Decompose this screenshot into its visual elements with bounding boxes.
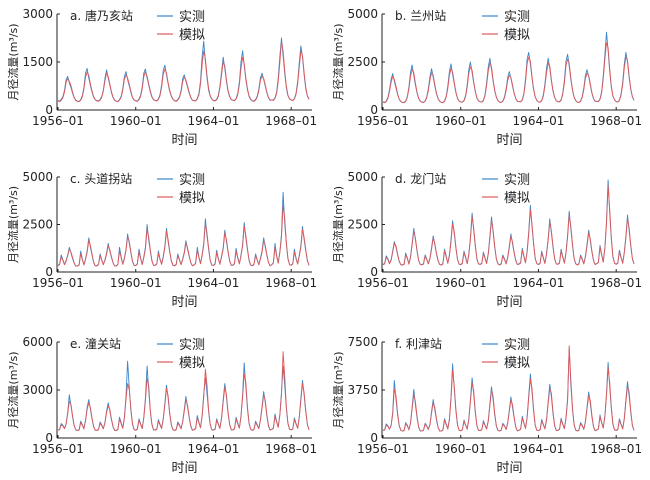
chart-panel-4: 0 3000 6000 1956–01 1960–01 1964–01 1968–01 时间 月… [6, 335, 317, 476]
x-tick-label: 1960–01 [435, 114, 487, 128]
y-tick-label: 7500 [347, 335, 378, 349]
x-axis-label: 时间 [171, 461, 197, 476]
y-tick-label: 5000 [22, 170, 53, 184]
series-line-simulated [382, 185, 635, 266]
y-tick-label: 6000 [22, 335, 53, 349]
series-line-simulated [382, 42, 635, 104]
y-tick-label: 0 [370, 103, 378, 117]
x-axis-label: 时间 [171, 133, 197, 148]
y-tick-label: 5000 [347, 170, 378, 184]
x-tick-label: 1956–01 [357, 442, 409, 456]
y-axis-label: 月径流量(m³/s) [6, 351, 20, 428]
y-tick-label: 3000 [22, 7, 53, 21]
chart-panel-5: 0 3750 7500 1956–01 1960–01 1964–01 1968–01 时间 月… [331, 335, 642, 476]
chart-panel-2: 0 2500 5000 1956–01 1960–01 1964–01 1968–01 时间 月… [6, 170, 317, 310]
x-tick-label: 1960–01 [110, 276, 162, 290]
y-tick-label: 0 [370, 265, 378, 279]
legend-label: 模拟 [179, 191, 205, 206]
x-tick-label: 1956–01 [357, 276, 409, 290]
x-tick-label: 1960–01 [435, 442, 487, 456]
x-tick-label: 1968–01 [265, 442, 317, 456]
series-line-observed [57, 360, 310, 431]
y-axis-label: 月径流量(m³/s) [331, 186, 345, 263]
legend-label: 模拟 [504, 356, 530, 371]
x-tick-label: 1964–01 [513, 442, 565, 456]
legend-label: 实测 [179, 173, 205, 188]
x-tick-label: 1968–01 [590, 114, 642, 128]
x-axis-label: 时间 [171, 295, 197, 310]
y-tick-label: 0 [45, 265, 53, 279]
panel-label: f. 利津站 [395, 337, 442, 351]
series-line-observed [57, 37, 310, 102]
y-axis-label: 月径流量(m³/s) [331, 351, 345, 428]
x-tick-label: 1964–01 [513, 114, 565, 128]
y-tick-label: 2500 [347, 218, 378, 232]
legend-label: 模拟 [504, 28, 530, 43]
panel-label: b. 兰州站 [395, 9, 446, 23]
y-tick-label: 0 [370, 431, 378, 445]
legend-label: 实测 [504, 10, 530, 25]
y-tick-label: 0 [45, 431, 53, 445]
x-tick-label: 1968–01 [265, 114, 317, 128]
y-axis-label: 月径流量(m³/s) [6, 186, 20, 263]
x-tick-label: 1964–01 [188, 442, 240, 456]
chart-panel-0: 0 1500 3000 1956–01 1960–01 1964–01 1968–01 时间 月… [6, 7, 317, 148]
series-line-simulated [57, 351, 310, 432]
y-tick-label: 3000 [22, 383, 53, 397]
x-tick-label: 1968–01 [590, 276, 642, 290]
panel-label: e. 潼关站 [70, 336, 121, 351]
x-tick-label: 1960–01 [110, 114, 162, 128]
panel-label: a. 唐乃亥站 [70, 8, 133, 23]
y-tick-label: 5000 [347, 7, 378, 21]
legend-label: 模拟 [179, 356, 205, 371]
x-tick-label: 1956–01 [32, 114, 84, 128]
y-axis-label: 月径流量(m³/s) [331, 23, 345, 100]
series-line-simulated [382, 345, 635, 432]
x-tick-label: 1956–01 [357, 114, 409, 128]
y-tick-label: 3750 [347, 383, 378, 397]
legend-label: 实测 [179, 338, 205, 353]
legend-label: 实测 [179, 10, 205, 25]
x-tick-label: 1964–01 [513, 276, 565, 290]
legend-label: 模拟 [179, 28, 205, 43]
legend-label: 实测 [504, 173, 530, 188]
y-tick-label: 2500 [22, 218, 53, 232]
chart-panel-3: 0 2500 5000 1956–01 1960–01 1964–01 1968–01 时间 月… [331, 170, 642, 310]
x-tick-label: 1960–01 [435, 276, 487, 290]
legend-label: 实测 [504, 338, 530, 353]
x-tick-label: 1956–01 [32, 276, 84, 290]
x-tick-label: 1964–01 [188, 114, 240, 128]
x-axis-label: 时间 [496, 133, 522, 148]
x-tick-label: 1956–01 [32, 442, 84, 456]
series-line-simulated [57, 205, 310, 267]
x-tick-label: 1968–01 [590, 442, 642, 456]
y-tick-label: 0 [45, 103, 53, 117]
legend-label: 模拟 [504, 191, 530, 206]
series-line-simulated [57, 40, 310, 103]
x-tick-label: 1964–01 [188, 276, 240, 290]
x-axis-label: 时间 [496, 461, 522, 476]
x-tick-label: 1968–01 [265, 276, 317, 290]
x-axis-label: 时间 [496, 295, 522, 310]
panel-label: d. 龙门站 [395, 171, 446, 186]
chart-panel-1: 0 2500 5000 1956–01 1960–01 1964–01 1968–01 时间 月… [331, 7, 642, 148]
panel-label: c. 头道拐站 [70, 171, 132, 186]
x-tick-label: 1960–01 [110, 442, 162, 456]
y-axis-label: 月径流量(m³/s) [6, 23, 20, 100]
y-tick-label: 1500 [22, 55, 53, 69]
y-tick-label: 2500 [347, 55, 378, 69]
